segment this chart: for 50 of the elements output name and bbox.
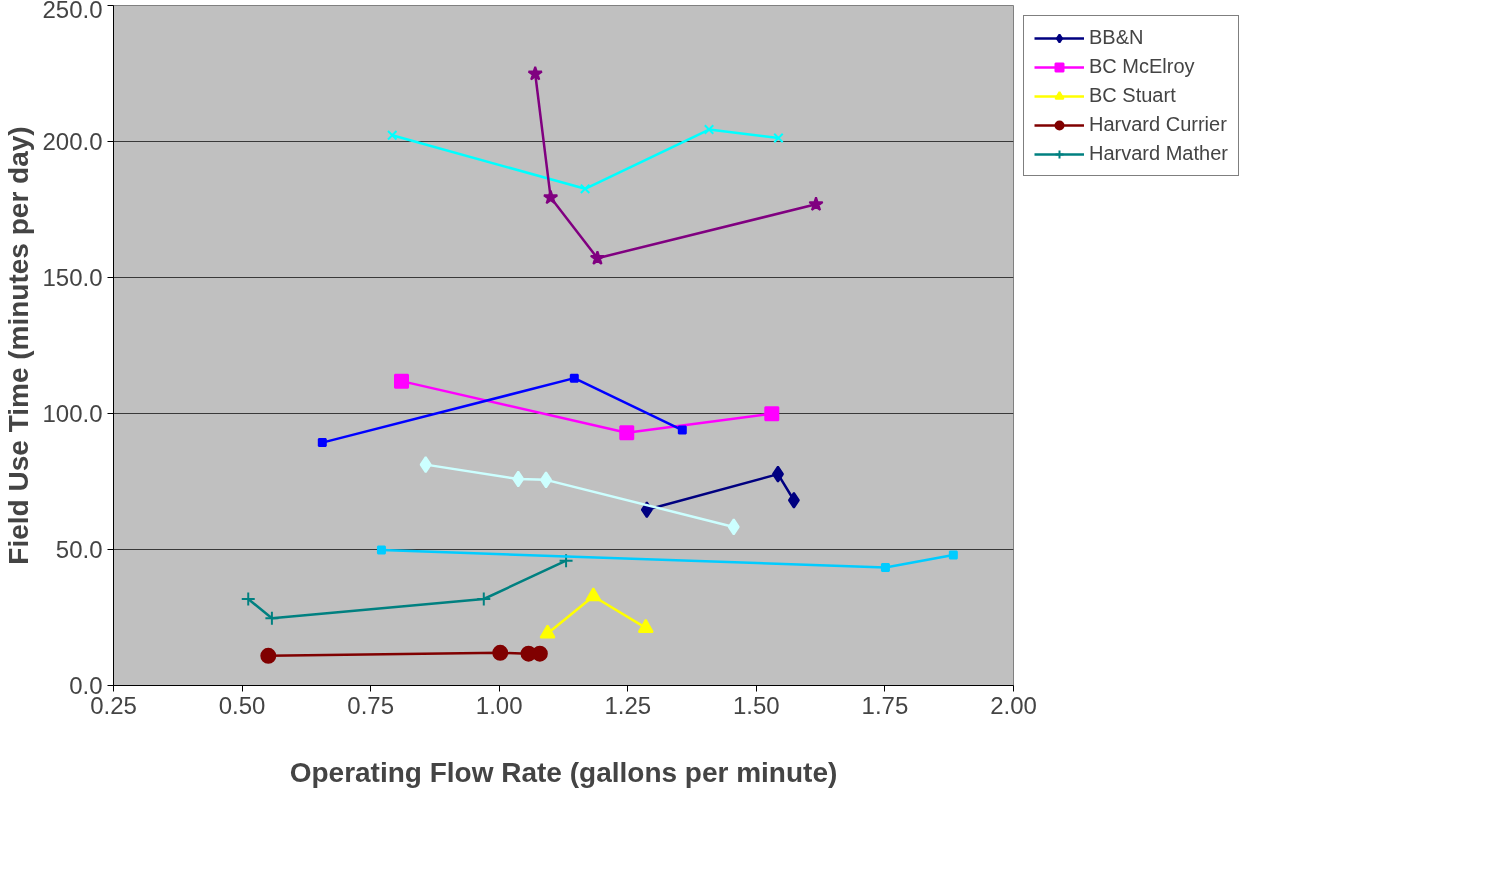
point — [387, 130, 398, 141]
point — [727, 518, 740, 536]
y-tick-label: 200.0 — [42, 128, 103, 155]
y-axis-title: Field Use Time (minutes per day) — [3, 126, 35, 565]
point — [512, 470, 525, 488]
point — [764, 406, 780, 422]
x-tick-label: 1.00 — [475, 691, 523, 719]
x-axis-title: Operating Flow Rate (gallons per minute) — [289, 756, 838, 788]
point — [419, 456, 432, 474]
point — [476, 591, 492, 607]
x-tick-label: 0.50 — [218, 691, 266, 719]
point — [540, 471, 553, 489]
point — [394, 373, 409, 389]
legend-label: BB&N — [1089, 26, 1144, 49]
point — [264, 610, 280, 626]
point — [569, 373, 579, 383]
y-tick-label: 150.0 — [42, 264, 103, 291]
point — [558, 553, 574, 569]
point — [619, 425, 635, 441]
point — [240, 591, 256, 607]
point — [376, 545, 386, 555]
point — [579, 183, 591, 195]
x-tick-label: 1.75 — [861, 691, 909, 719]
y-tick-label: 50.0 — [55, 536, 103, 563]
point — [773, 132, 784, 144]
legend-label: Harvard Mather — [1089, 142, 1228, 165]
x-tick-label: 1.50 — [733, 691, 780, 719]
point — [492, 644, 509, 661]
x-tick-label: 1.25 — [604, 691, 652, 719]
point — [260, 647, 277, 664]
legend-label: BC Stuart — [1089, 84, 1176, 107]
point — [527, 65, 543, 81]
point — [703, 124, 715, 135]
point — [585, 587, 602, 602]
point — [771, 465, 784, 483]
y-tick-label: 100.0 — [42, 400, 103, 427]
point — [948, 550, 958, 560]
legend-label: BC McElroy — [1089, 55, 1195, 78]
point — [677, 425, 687, 435]
point — [317, 438, 327, 448]
point — [589, 250, 606, 265]
point — [808, 196, 824, 211]
y-tick-label: 250.0 — [42, 0, 103, 23]
x-tick-label: 2.00 — [990, 691, 1037, 719]
point — [880, 562, 890, 572]
x-tick-label: 0.75 — [347, 691, 395, 719]
legend-label: Harvard Currier — [1089, 113, 1227, 136]
point — [539, 624, 556, 639]
point — [542, 189, 559, 205]
point — [787, 491, 800, 509]
